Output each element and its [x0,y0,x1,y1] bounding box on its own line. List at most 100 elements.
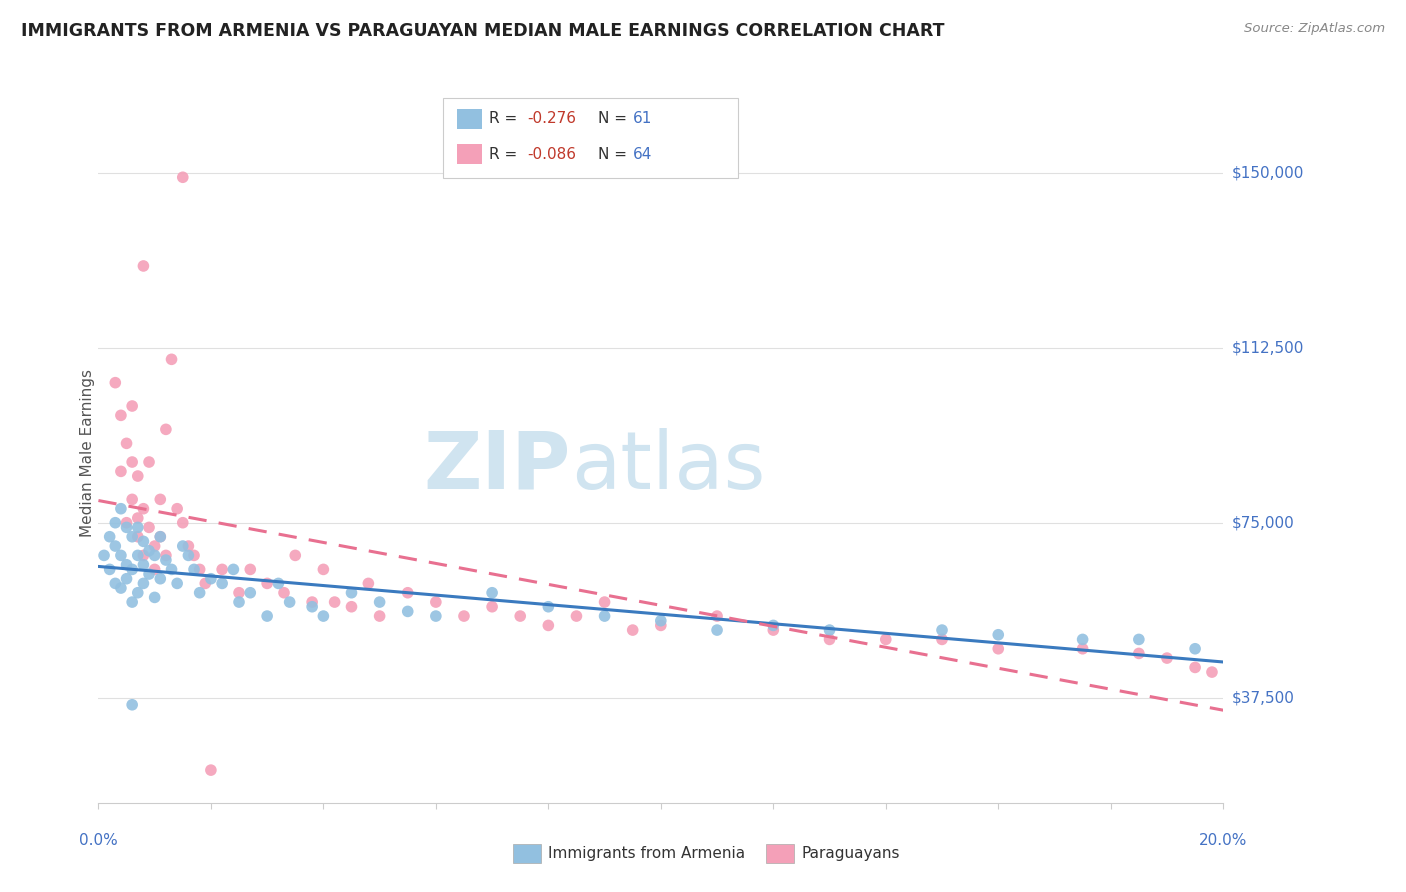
Point [177,549,200,563]
Point [121,455,143,469]
Text: $37,500: $37,500 [1232,690,1295,706]
Point [1071,641,1094,656]
Point [481,586,503,600]
Point [650,614,672,628]
Point [650,618,672,632]
Point [121,530,143,544]
Point [138,455,160,469]
Point [188,586,211,600]
Point [1128,632,1150,647]
Point [115,558,138,572]
Point [284,549,307,563]
Point [368,609,391,624]
Point [425,609,447,624]
Point [818,632,841,647]
Point [98,530,121,544]
Text: 0.0%: 0.0% [79,833,118,848]
Point [115,516,138,530]
Point [211,562,233,576]
Point [93,549,115,563]
Point [1201,665,1223,679]
Point [172,170,194,185]
Point [121,562,143,576]
Point [621,623,644,637]
Text: R =: R = [489,146,523,161]
Point [110,409,132,423]
Text: atlas: atlas [571,427,765,506]
Point [155,553,177,567]
Point [762,623,785,637]
Text: Immigrants from Armenia: Immigrants from Armenia [548,847,745,861]
Point [256,576,278,591]
Point [155,549,177,563]
Text: IMMIGRANTS FROM ARMENIA VS PARAGUAYAN MEDIAN MALE EARNINGS CORRELATION CHART: IMMIGRANTS FROM ARMENIA VS PARAGUAYAN ME… [21,22,945,40]
Point [312,609,335,624]
Point [537,618,560,632]
Point [121,399,143,413]
Text: 61: 61 [633,112,652,127]
Point [121,492,143,507]
Point [104,516,127,530]
Point [143,562,166,576]
Point [706,609,728,624]
Point [115,572,138,586]
Point [194,576,217,591]
Point [172,516,194,530]
Point [1156,651,1178,665]
Point [127,586,149,600]
Point [211,576,233,591]
Point [396,586,419,600]
Point [183,562,205,576]
Point [110,464,132,478]
Point [1184,660,1206,674]
Point [143,539,166,553]
Point [509,609,531,624]
Point [593,595,616,609]
Point [121,698,143,712]
Point [104,376,127,390]
Point [115,520,138,534]
Point [149,530,172,544]
Text: $75,000: $75,000 [1232,516,1295,530]
Point [228,586,250,600]
Text: ZIP: ZIP [423,427,571,506]
Text: -0.086: -0.086 [527,146,576,161]
Point [132,558,155,572]
Point [132,259,155,273]
Point [138,543,160,558]
Point [183,549,205,563]
Point [104,539,127,553]
Point [987,628,1010,642]
Point [188,562,211,576]
Point [127,549,149,563]
Point [537,599,560,614]
Point [340,599,363,614]
Point [425,595,447,609]
Text: 20.0%: 20.0% [1199,833,1247,848]
Point [931,632,953,647]
Point [762,618,785,632]
Point [110,549,132,563]
Point [132,501,155,516]
Point [706,623,728,637]
Point [301,599,323,614]
Point [149,530,172,544]
Point [110,581,132,595]
Point [121,595,143,609]
Text: $112,500: $112,500 [1232,340,1303,355]
Point [875,632,897,647]
Point [172,539,194,553]
Point [115,436,138,450]
Text: $150,000: $150,000 [1232,165,1303,180]
Point [357,576,380,591]
Point [481,599,503,614]
Point [818,623,841,637]
Text: Paraguayans: Paraguayans [801,847,900,861]
Point [278,595,301,609]
Text: -0.276: -0.276 [527,112,576,127]
Point [166,576,188,591]
Y-axis label: Median Male Earnings: Median Male Earnings [80,368,94,537]
Point [256,609,278,624]
Point [267,576,290,591]
Point [200,763,222,777]
